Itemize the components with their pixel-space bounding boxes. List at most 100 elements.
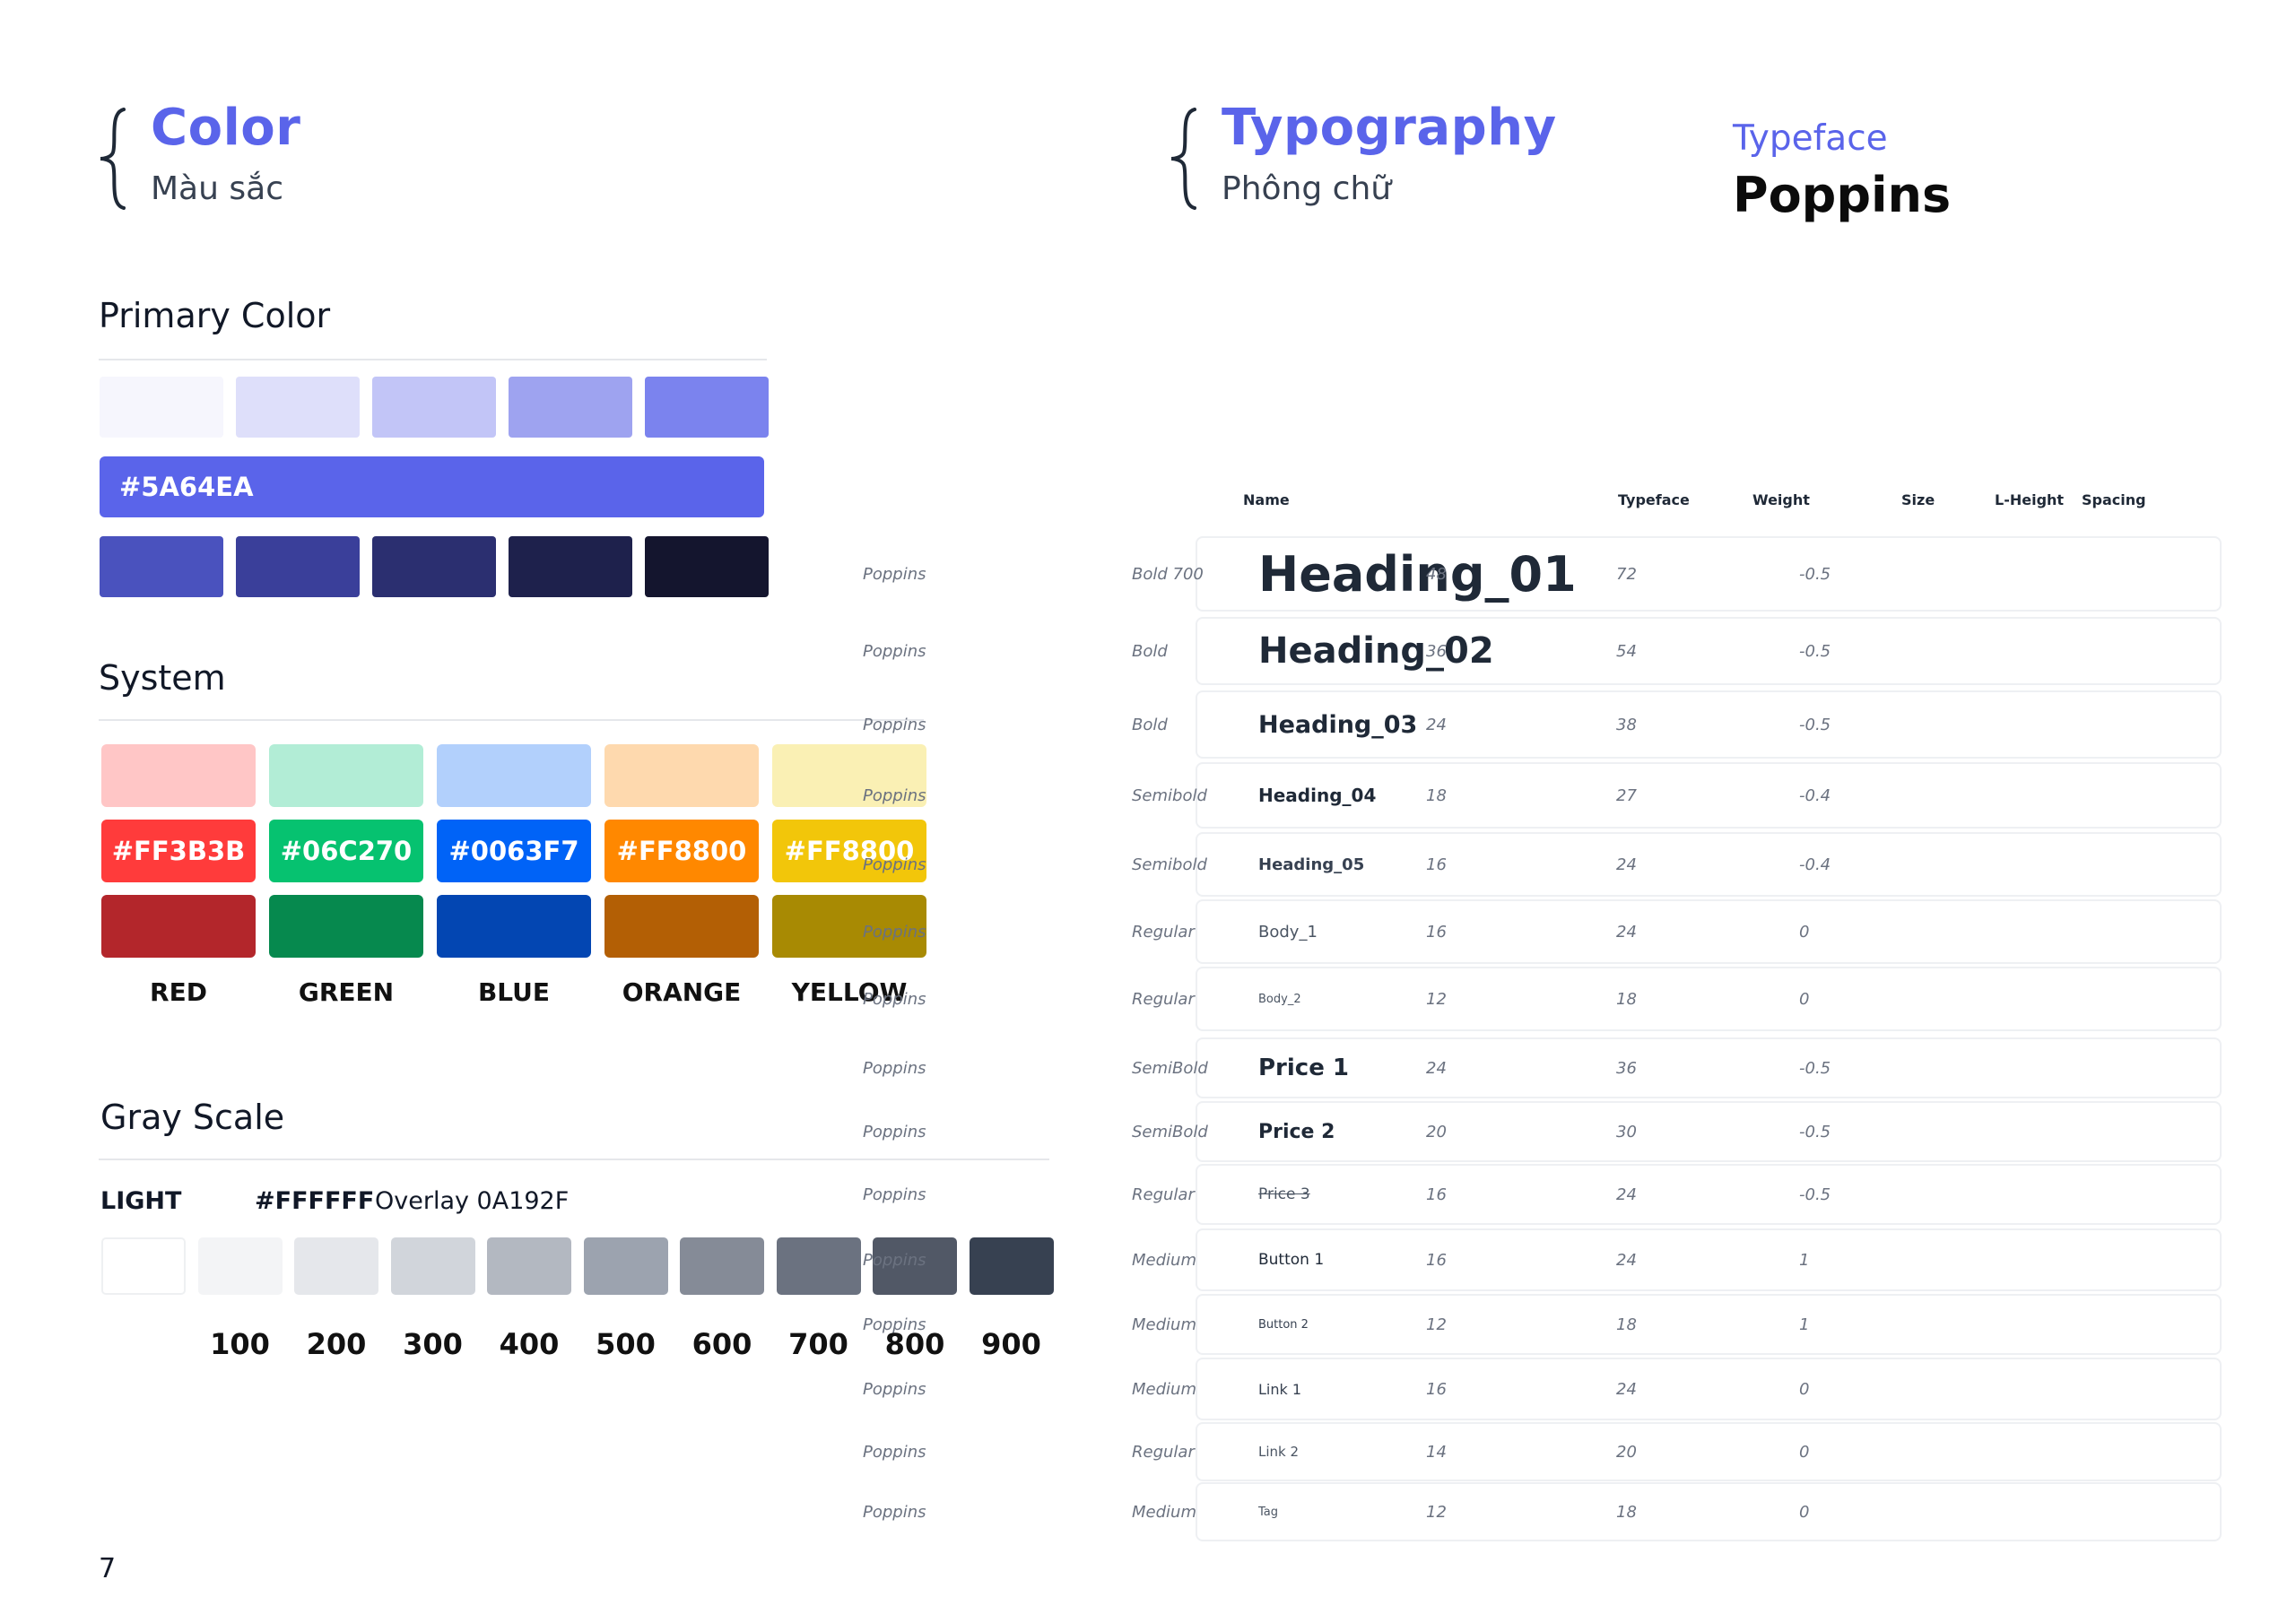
row-typeface: Poppins: [863, 1058, 926, 1078]
table-row: Body_1 Poppins Regular 16 24 0: [863, 899, 2222, 964]
primary-main-swatch: #5A64EA: [100, 456, 764, 517]
row-line-height: 18: [1616, 1315, 1637, 1334]
row-spacing: -0.5: [1799, 715, 1831, 734]
typeface-label: Typeface: [1733, 118, 1888, 159]
row-name: Heading_02: [1258, 630, 1494, 672]
row-line-height: 27: [1616, 785, 1637, 805]
row-spacing: -0.4: [1799, 785, 1831, 805]
row-line-height: 24: [1616, 922, 1637, 942]
system-main-swatch: #06C270: [269, 820, 423, 882]
gray-swatch: [873, 1237, 957, 1295]
row-typeface: Poppins: [863, 1185, 926, 1204]
row-spacing: -0.5: [1799, 641, 1831, 661]
header-name: Name: [1243, 491, 1290, 508]
table-row: Link 2 Poppins Regular 14 20 0: [863, 1422, 2222, 1481]
header-weight: Weight: [1752, 491, 1810, 508]
primary-light-swatch: [100, 377, 223, 438]
table-row: Heading_05 Poppins Semibold 16 24 -0.4: [863, 832, 2222, 897]
system-divider: [99, 719, 924, 721]
gray-swatch: [294, 1237, 378, 1295]
row-name: Link 2: [1258, 1444, 1300, 1460]
system-light-swatch: [437, 744, 591, 807]
row-line-height: 30: [1616, 1122, 1637, 1141]
row-weight: Regular: [1132, 1185, 1195, 1204]
system-light-swatch: [101, 744, 256, 807]
system-dark-swatch: [269, 895, 423, 958]
gray-scale-title: Gray Scale: [100, 1098, 285, 1137]
table-row: Body_2 Poppins Regular 12 18 0: [863, 967, 2222, 1031]
row-size: 18: [1426, 785, 1447, 805]
row-spacing: 0: [1799, 922, 1810, 942]
row-line-height: 24: [1616, 1379, 1637, 1399]
primary-light-swatch: [372, 377, 496, 438]
gray-overlay-label: Overlay 0A192F: [375, 1187, 570, 1215]
row-name: Button 2: [1258, 1317, 1309, 1332]
color-subtitle: Màu sắc: [151, 170, 283, 207]
row-weight: Medium: [1132, 1315, 1196, 1334]
row-weight: SemiBold: [1132, 1122, 1208, 1141]
gray-swatch-label: 600: [691, 1327, 752, 1361]
system-color-name: ORANGE: [622, 977, 742, 1007]
row-typeface: Poppins: [863, 1502, 926, 1522]
row-weight: Bold: [1132, 715, 1168, 734]
row-spacing: -0.5: [1799, 1058, 1831, 1078]
row-typeface: Poppins: [863, 1315, 926, 1334]
system-main-swatch: #FF8800: [772, 820, 926, 882]
row-name: Tag: [1258, 1505, 1279, 1519]
row-weight: Medium: [1132, 1250, 1196, 1270]
header-line-height: L-Height: [1995, 491, 2065, 508]
typography-subtitle: Phông chữ: [1222, 170, 1392, 207]
gray-swatch: [487, 1237, 571, 1295]
row-weight: Medium: [1132, 1379, 1196, 1399]
row-name: Link 1: [1258, 1380, 1302, 1398]
system-dark-swatch: [772, 895, 926, 958]
row-typeface: Poppins: [863, 1122, 926, 1141]
row-typeface: Poppins: [863, 1379, 926, 1399]
row-typeface: Poppins: [863, 1442, 926, 1462]
gray-swatch: [969, 1237, 1054, 1295]
gray-swatch-label: 100: [210, 1327, 270, 1361]
gray-swatch: [583, 1237, 668, 1295]
row-line-height: 18: [1616, 1502, 1637, 1522]
system-main-swatch: #0063F7: [437, 820, 591, 882]
row-spacing: 0: [1799, 1442, 1810, 1462]
row-typeface: Poppins: [863, 715, 926, 734]
gray-light-label: LIGHT: [100, 1187, 182, 1215]
table-row: Price 1 Poppins SemiBold 24 36 -0.5: [863, 1037, 2222, 1098]
primary-main-hex: #5A64EA: [119, 472, 254, 502]
system-color-name: RED: [150, 977, 207, 1007]
row-size: 36: [1426, 641, 1447, 661]
row-weight: Bold: [1132, 641, 1168, 661]
row-name: Price 2: [1258, 1120, 1335, 1143]
system-light-swatch: [772, 744, 926, 807]
row-weight: Regular: [1132, 922, 1195, 942]
system-dark-swatch: [437, 895, 591, 958]
primary-dark-swatch: [372, 536, 496, 597]
row-name: Heading_01: [1258, 545, 1577, 603]
table-row: Heading_01 Poppins Bold 700 48 72 -0.5: [863, 536, 2222, 612]
primary-dark-swatch: [100, 536, 223, 597]
gray-divider: [99, 1159, 1049, 1160]
row-spacing: -0.5: [1799, 1122, 1831, 1141]
row-name: Heading_05: [1258, 855, 1365, 874]
row-typeface: Poppins: [863, 922, 926, 942]
system-color-name: GREEN: [298, 977, 395, 1007]
gray-swatch: [197, 1237, 283, 1295]
row-size: 16: [1426, 1379, 1447, 1399]
row-size: 12: [1426, 989, 1447, 1009]
row-spacing: -0.5: [1799, 1185, 1831, 1204]
row-line-height: 36: [1616, 1058, 1637, 1078]
header-spacing: Spacing: [2082, 491, 2146, 508]
gray-swatch: [390, 1237, 475, 1295]
row-size: 20: [1426, 1122, 1447, 1141]
system-dark-swatch: [604, 895, 759, 958]
row-name: Body_2: [1258, 992, 1301, 1006]
header-typeface: Typeface: [1618, 491, 1690, 508]
row-typeface: Poppins: [863, 855, 926, 874]
table-row: Heading_04 Poppins Semibold 18 27 -0.4: [863, 762, 2222, 829]
header-size: Size: [1901, 491, 1935, 508]
primary-color-title: Primary Color: [99, 296, 331, 335]
color-title: Color: [151, 99, 301, 157]
row-size: 12: [1426, 1315, 1447, 1334]
primary-dark-swatch: [509, 536, 632, 597]
